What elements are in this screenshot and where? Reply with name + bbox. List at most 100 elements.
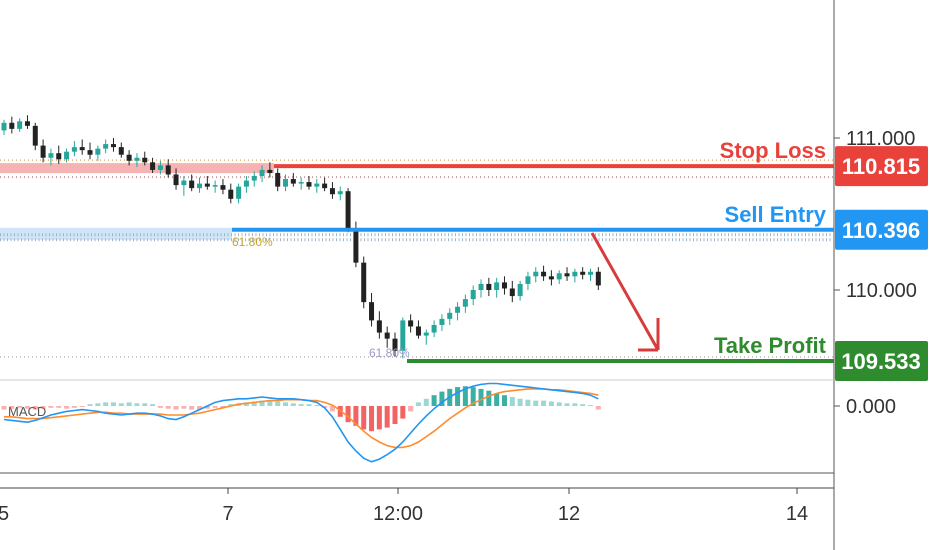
x-tick-label: 12 xyxy=(558,503,580,525)
macd-zero-label: 0.000 xyxy=(846,396,896,418)
candle-body xyxy=(283,179,289,187)
candle xyxy=(228,183,234,204)
y-tick-label: 110.000 xyxy=(846,280,917,302)
sell-entry-price-tag: 110.396 xyxy=(835,209,928,250)
macd-histogram-bar xyxy=(470,387,476,406)
fib-label-upper: 61.80% xyxy=(232,235,273,249)
candle-body xyxy=(87,150,93,155)
macd-histogram-bar xyxy=(533,400,539,406)
x-tick-label: 14 xyxy=(786,503,808,525)
macd-histogram-bar xyxy=(95,403,101,406)
macd-histogram-bar xyxy=(572,403,578,406)
macd-histogram-bar xyxy=(9,406,15,409)
macd-histogram-bar xyxy=(314,405,320,407)
macd-histogram-bar xyxy=(580,404,586,406)
stop-loss-price-tag-text: 110.815 xyxy=(842,154,920,179)
candle-body xyxy=(509,288,515,297)
macd-histogram-bar xyxy=(439,391,445,406)
projection-arrow xyxy=(590,232,660,352)
candle xyxy=(486,277,492,297)
candle xyxy=(564,267,570,281)
candle-body xyxy=(103,144,109,149)
macd-histogram-bar xyxy=(431,395,437,406)
candle xyxy=(298,177,304,190)
arrow-shaft xyxy=(590,232,660,351)
macd-histogram-bar xyxy=(87,404,93,406)
take-profit-label: Take Profit xyxy=(714,333,827,358)
macd-histogram-bar xyxy=(306,404,312,406)
candle-body xyxy=(361,262,367,303)
candle xyxy=(314,179,320,193)
candle-body xyxy=(298,182,304,184)
macd-histogram-bar xyxy=(243,402,249,406)
macd-histogram-bar xyxy=(408,406,414,412)
candle-body xyxy=(564,273,570,277)
macd-histogram-bar xyxy=(501,395,507,406)
candle-body xyxy=(533,271,539,277)
candle-body xyxy=(501,282,507,289)
macd-histogram-bar xyxy=(24,406,30,409)
candle xyxy=(1,119,7,135)
candle xyxy=(384,326,390,348)
candle-body xyxy=(400,320,406,351)
macd-histogram-bar xyxy=(181,406,187,409)
candle xyxy=(9,116,15,134)
candle xyxy=(369,293,375,327)
candle xyxy=(71,141,77,157)
candle-body xyxy=(478,283,484,290)
macd-pane: MACD 0.000 xyxy=(1,382,896,463)
macd-histogram-bar xyxy=(197,406,202,410)
x-tick-label: 7 xyxy=(222,503,233,525)
sell-entry-price-tag-bg xyxy=(835,209,928,250)
candle-body xyxy=(337,191,343,195)
macd-histogram-bar xyxy=(353,406,359,426)
candle-body xyxy=(548,276,554,280)
candle-body xyxy=(165,165,171,175)
candle xyxy=(126,150,132,166)
macd-histogram-bar xyxy=(478,388,484,406)
candle xyxy=(400,317,406,359)
candle xyxy=(56,145,62,164)
candle-body xyxy=(71,147,77,152)
candle-body xyxy=(40,145,46,158)
candle xyxy=(580,267,586,280)
candle-body xyxy=(126,154,132,161)
candle xyxy=(32,122,38,151)
take-profit-price-tag: 109.533 xyxy=(835,340,928,381)
macd-histogram-bar xyxy=(509,397,515,406)
candle-body xyxy=(267,169,273,173)
candle xyxy=(64,148,70,163)
candle xyxy=(212,180,218,193)
candle-body xyxy=(197,183,202,189)
candle-body xyxy=(220,185,226,190)
candle-body xyxy=(157,165,163,170)
candle-body xyxy=(329,188,335,195)
candle xyxy=(447,308,453,325)
candle-body xyxy=(95,148,101,155)
take-profit-price-tag-text: 109.533 xyxy=(841,349,921,374)
macd-histogram-bar xyxy=(32,406,38,410)
macd-histogram-bar xyxy=(369,406,375,432)
candle-body xyxy=(79,147,85,151)
fib-label-lower: 61.80% xyxy=(369,346,410,360)
macd-histogram-bar xyxy=(126,402,132,406)
candle xyxy=(408,314,414,333)
macd-histogram-bar xyxy=(556,402,562,406)
candle xyxy=(103,139,109,154)
macd-line xyxy=(3,382,599,463)
candle xyxy=(361,256,367,309)
x-axis: 5 7 12:00 12 14 xyxy=(0,488,808,525)
candle xyxy=(337,186,343,201)
candle-body xyxy=(212,185,218,187)
candle xyxy=(173,168,179,190)
candle xyxy=(415,320,421,339)
macd-histogram-bar xyxy=(212,406,218,408)
candle xyxy=(329,182,335,199)
candle xyxy=(118,142,124,158)
candle-body xyxy=(384,332,390,339)
candle-body xyxy=(556,273,562,280)
sell-entry-label: Sell Entry xyxy=(725,202,827,227)
macd-histogram-bar xyxy=(525,399,531,406)
macd-histogram-bar xyxy=(228,404,234,406)
candle-body xyxy=(236,186,242,199)
